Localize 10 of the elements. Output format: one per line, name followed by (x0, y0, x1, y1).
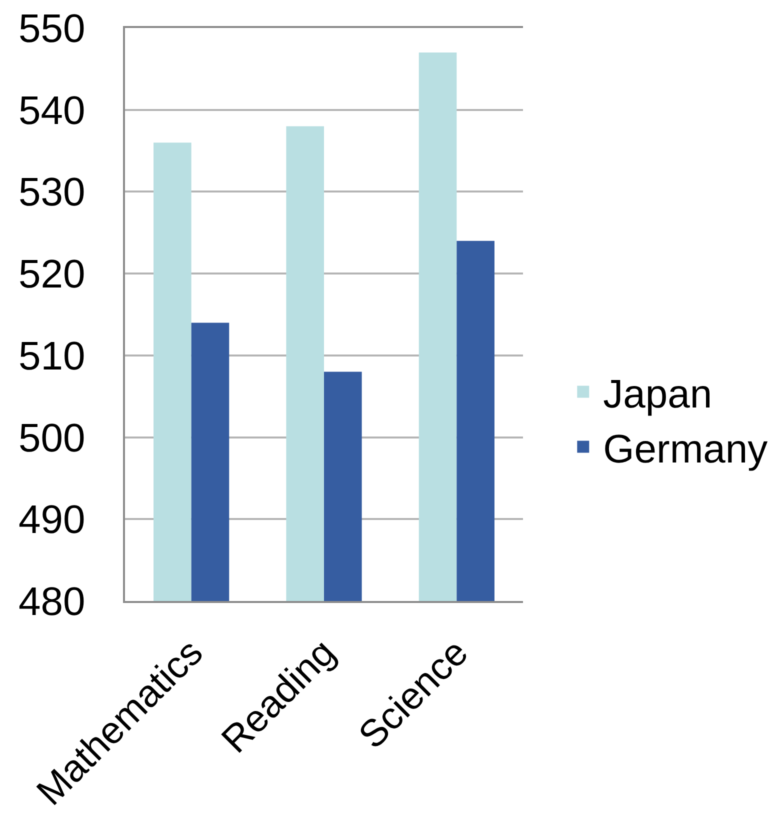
y-tick-label: 510 (18, 334, 86, 378)
y-tick-label: 500 (18, 416, 86, 460)
y-tick-label: 520 (18, 252, 86, 297)
y-tick-label: 480 (18, 580, 86, 624)
y-tick-label: 490 (18, 498, 86, 542)
legend-label: Germany (603, 427, 768, 472)
y-tick-label: 550 (18, 7, 86, 51)
y-tick-label: 540 (18, 88, 86, 133)
legend-label: Japan (603, 372, 712, 416)
y-tick-label: 530 (18, 170, 86, 215)
